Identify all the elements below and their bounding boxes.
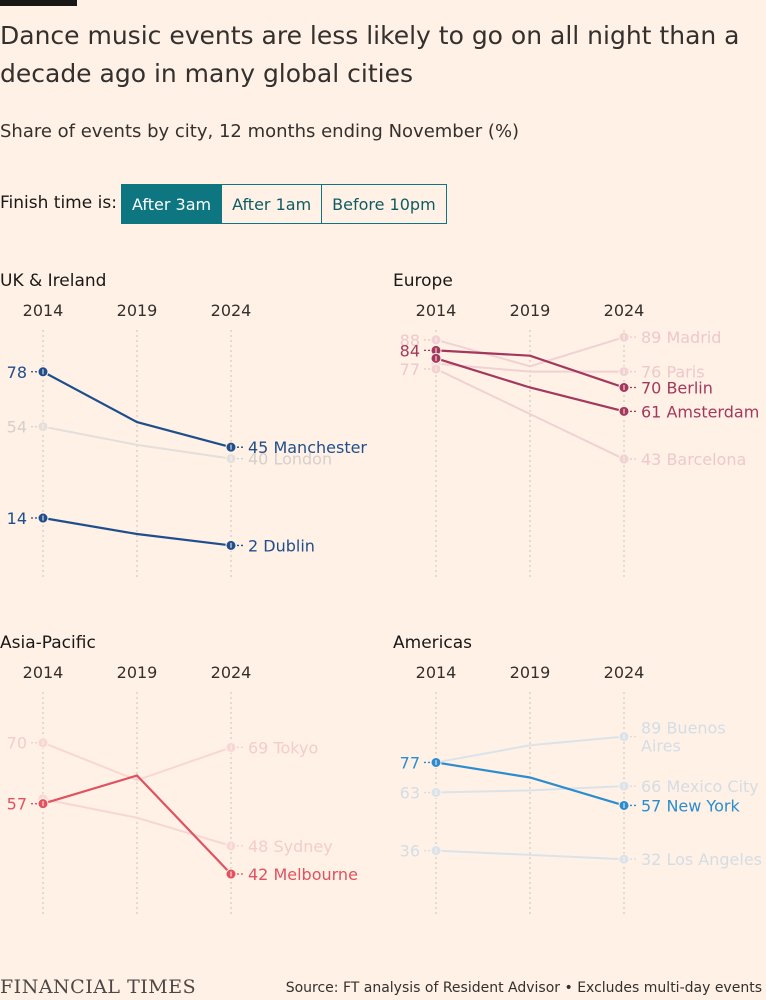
asia-pacific-panel-title: Asia-Pacific (0, 633, 96, 653)
americas-los-angeles-end-label: 32 Los Angeles (641, 850, 762, 869)
americas-x-tick-2014: 2014 (416, 663, 457, 682)
uk-ireland-x-tick-2024: 2024 (211, 301, 252, 320)
europe-madrid-line (435, 336, 625, 368)
asia-pacific-x-tick-2024: 2024 (211, 663, 252, 682)
uk-ireland-manchester-start-label: 78 (7, 363, 27, 382)
uk-ireland-london-start-label: 54 (7, 418, 27, 437)
toggle-after-1am[interactable]: After 1am (221, 185, 322, 223)
uk-ireland-x-tick-2014: 2014 (23, 301, 64, 320)
europe-barcelona-end-label: 43 Barcelona (641, 450, 746, 469)
asia-pacific-melbourne-start-label: 57 (7, 795, 27, 814)
asia-pacific-sydney-line (42, 797, 232, 847)
americas-mexico-city-end-label: 66 Mexico City (641, 777, 759, 796)
europe-amsterdam-line (435, 357, 625, 413)
europe-x-tick-2024: 2024 (604, 301, 645, 320)
uk-ireland-manchester-end-label: 45 Manchester (248, 438, 367, 457)
europe-amsterdam-end-label: 61 Amsterdam (641, 402, 759, 421)
uk-ireland-london-line (42, 425, 232, 460)
uk-ireland-london-end-label: 40 London (248, 450, 332, 469)
americas-mexico-city-line (435, 785, 625, 794)
toggle-after-3am[interactable]: After 3am (122, 185, 222, 223)
americas-buenos-aires-line (435, 735, 625, 764)
asia-pacific-x-tick-2019: 2019 (117, 663, 158, 682)
ft-logo: FINANCIAL TIMES (0, 976, 197, 998)
filter-label: Finish time is: (0, 193, 117, 213)
americas-mexico-city-start-label: 63 (400, 784, 420, 803)
americas-new-york-line (435, 761, 625, 807)
americas-panel-title: Americas (393, 633, 472, 653)
europe-panel-title: Europe (393, 271, 453, 291)
europe-barcelona-line (435, 368, 625, 460)
source-note: Source: FT analysis of Resident Advisor … (285, 980, 762, 996)
americas-los-angeles-line (435, 849, 625, 861)
europe-berlin-start-label: 84 (400, 341, 420, 360)
americas-x-tick-2024: 2024 (604, 663, 645, 682)
chart-subtitle: Share of events by city, 12 months endin… (0, 121, 520, 142)
toggle-before-10pm[interactable]: Before 10pm (321, 185, 446, 223)
europe-x-tick-2014: 2014 (416, 301, 457, 320)
europe-paris-line (435, 362, 624, 373)
asia-pacific-tokyo-start-label: 70 (7, 734, 27, 753)
uk-ireland-x-tick-2019: 2019 (117, 301, 158, 320)
asia-pacific-melbourne-end-label: 42 Melbourne (248, 865, 358, 884)
uk-ireland-manchester-line (42, 370, 232, 449)
europe-barcelona-start-label: 77 (400, 360, 420, 379)
asia-pacific-melbourne-line (42, 774, 232, 875)
finish-time-toggle: After 3am After 1am Before 10pm (121, 184, 447, 224)
americas-new-york-end-label: 57 New York (641, 796, 740, 815)
europe-madrid-start-label: 88 (400, 331, 420, 350)
europe-x-tick-2019: 2019 (510, 301, 551, 320)
europe-berlin-end-label: 70 Berlin (641, 379, 713, 398)
europe-berlin-line (435, 349, 625, 389)
asia-pacific-tokyo-end-label: 69 Tokyo (248, 738, 318, 757)
americas-x-tick-2019: 2019 (510, 663, 551, 682)
asia-pacific-x-tick-2014: 2014 (23, 663, 64, 682)
uk-ireland-dublin-start-label: 14 (7, 509, 27, 528)
uk-ireland-panel-title: UK & Ireland (0, 271, 106, 291)
europe-paris-end-label: 76 Paris (641, 363, 705, 382)
chart-title: Dance music events are less likely to go… (0, 21, 740, 88)
americas-los-angeles-start-label: 36 (400, 842, 420, 861)
americas-buenos-aires-end-label-2: Aires (641, 737, 681, 756)
americas-new-york-start-label: 77 (400, 753, 420, 772)
uk-ireland-dublin-line (42, 516, 232, 547)
asia-pacific-tokyo-line (42, 741, 232, 782)
europe-madrid-end-label: 89 Madrid (641, 328, 721, 347)
americas-buenos-aires-end-label: 89 Buenos (641, 719, 726, 738)
ft-top-bar (0, 0, 77, 6)
asia-pacific-sydney-end-label: 48 Sydney (248, 837, 333, 856)
uk-ireland-dublin-end-label: 2 Dublin (248, 536, 315, 555)
